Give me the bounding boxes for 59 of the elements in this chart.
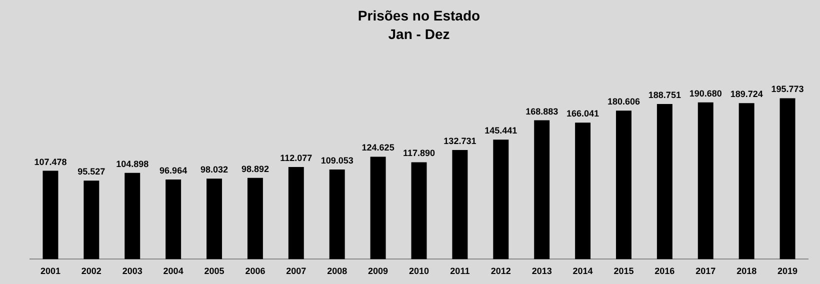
x-tick-label: 2011 xyxy=(450,266,470,276)
x-tick-label: 2012 xyxy=(490,266,511,276)
bar xyxy=(329,170,345,260)
bar xyxy=(780,98,796,260)
bar xyxy=(124,172,140,260)
data-label: 107.478 xyxy=(34,156,67,167)
bar xyxy=(452,150,468,260)
data-label: 98.032 xyxy=(200,164,228,175)
bar xyxy=(288,167,304,260)
x-tick-label: 2006 xyxy=(245,266,266,276)
data-label: 145.441 xyxy=(484,126,518,136)
x-tick-label: 2005 xyxy=(204,266,224,276)
data-label: 96.964 xyxy=(160,165,188,176)
bar xyxy=(166,179,182,260)
data-label: 189.724 xyxy=(730,89,763,100)
data-label: 195.773 xyxy=(771,84,804,94)
x-tick-label: 2004 xyxy=(163,266,184,276)
x-tick-label: 2015 xyxy=(614,266,634,276)
data-label: 109.053 xyxy=(320,156,354,166)
chart-subtitle: Jan - Dez xyxy=(388,26,450,42)
bar xyxy=(206,178,222,260)
x-tick-label: 2002 xyxy=(81,266,102,276)
bar xyxy=(656,104,672,260)
data-label: 168.883 xyxy=(526,106,558,116)
x-tick-label: 2001 xyxy=(40,266,60,276)
data-label: 188.751 xyxy=(648,90,681,100)
data-label: 117.890 xyxy=(402,148,436,158)
data-label: 180.606 xyxy=(607,96,640,107)
bar xyxy=(534,120,550,260)
x-tick-label: 2016 xyxy=(654,266,675,276)
data-label: 95.527 xyxy=(78,166,106,177)
bar xyxy=(247,178,263,260)
bar xyxy=(370,156,386,260)
bar xyxy=(493,140,509,260)
data-label: 190.680 xyxy=(689,88,722,98)
bar xyxy=(616,110,632,260)
data-label: 132.731 xyxy=(444,136,476,146)
x-tick-label: 2013 xyxy=(532,266,552,276)
x-tick-label: 2019 xyxy=(778,266,798,276)
x-tick-label: 2007 xyxy=(286,266,306,276)
bar xyxy=(42,170,58,260)
x-tick-label: 2014 xyxy=(572,266,593,276)
bar xyxy=(738,103,754,260)
data-label: 166.041 xyxy=(566,108,600,119)
bar xyxy=(575,122,591,260)
bar xyxy=(411,162,427,260)
data-label: 104.898 xyxy=(116,158,149,169)
x-tick-label: 2003 xyxy=(122,266,142,276)
x-tick-label: 2018 xyxy=(736,266,757,276)
data-label: 98.892 xyxy=(241,164,269,174)
x-tick-label: 2009 xyxy=(368,266,388,276)
bar xyxy=(84,180,100,260)
data-label: 112.077 xyxy=(280,153,312,164)
x-tick-label: 2008 xyxy=(327,266,348,276)
data-label: 124.625 xyxy=(362,142,394,153)
bar xyxy=(698,102,714,260)
chart-title: Prisões no Estado xyxy=(358,7,480,24)
x-tick-label: 2010 xyxy=(408,266,430,276)
x-tick-label: 2017 xyxy=(696,266,716,276)
